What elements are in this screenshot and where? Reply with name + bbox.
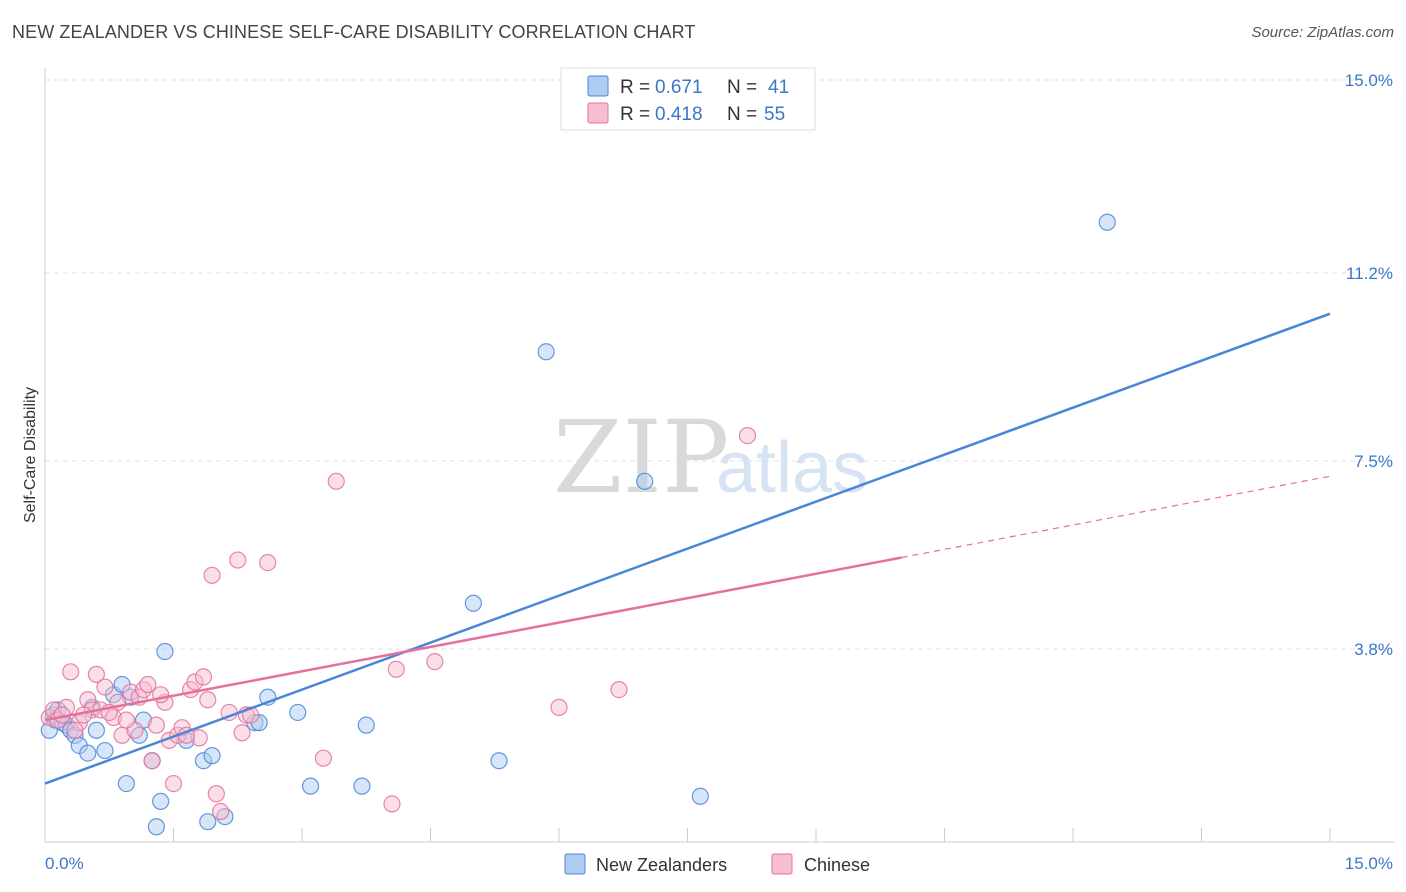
trend-line-new-zealanders — [44, 312, 1331, 785]
point-new-zealanders-33 — [353, 777, 371, 795]
data-points — [40, 213, 1116, 836]
point-new-zealanders-38 — [636, 472, 654, 490]
legend-swatch-new-zealanders — [587, 75, 609, 97]
point-chinese-54 — [66, 721, 84, 739]
point-chinese-42 — [387, 660, 405, 678]
bottom-legend-swatch-chinese — [771, 853, 793, 875]
watermark: ZIP atlas — [553, 399, 868, 516]
trend-lines — [44, 312, 1331, 785]
x-tick-label-1: 15.0% — [1345, 854, 1393, 873]
trend-line-extension-chinese — [901, 475, 1331, 559]
bottom-legend-label-chinese: Chinese — [804, 855, 870, 875]
point-chinese-35 — [229, 551, 247, 569]
point-new-zealanders-32 — [301, 777, 320, 795]
point-new-zealanders-26 — [203, 747, 221, 765]
point-new-zealanders-25 — [199, 813, 217, 831]
legend-n-value-2: 55 — [764, 104, 785, 125]
legend-n-label-2: N = — [727, 104, 757, 125]
point-chinese-44 — [550, 698, 568, 716]
source-label: Source: ZipAtlas.com — [1251, 24, 1394, 41]
point-new-zealanders-15 — [117, 774, 135, 793]
point-chinese-8 — [87, 665, 106, 683]
bottom-legend: New Zealanders Chinese — [564, 853, 870, 875]
y-tick-label-2: 11.2% — [1346, 264, 1393, 283]
y-axis-title: Self-Care Disability — [22, 387, 39, 523]
point-new-zealanders-11 — [87, 721, 106, 739]
y-tick-label-0: 3.8% — [1354, 640, 1393, 659]
point-new-zealanders-36 — [490, 752, 508, 770]
legend-r-value-1: 0.671 — [655, 77, 703, 98]
point-new-zealanders-20 — [147, 818, 165, 836]
x-tick-label-0: 0.0% — [45, 854, 84, 873]
point-new-zealanders-31 — [289, 703, 307, 722]
legend-swatch-chinese — [587, 102, 609, 124]
point-new-zealanders-22 — [156, 642, 174, 661]
point-new-zealanders-39 — [691, 787, 709, 805]
bottom-legend-swatch-new-zealanders — [564, 853, 586, 875]
y-tick-label-3: 15.0% — [1345, 71, 1393, 90]
legend-r-label-1: R = — [620, 77, 650, 98]
y-tick-label-1: 7.5% — [1354, 452, 1393, 471]
bottom-legend-label-new-zealanders: New Zealanders — [596, 855, 727, 875]
point-chinese-39 — [314, 749, 333, 767]
chart-title: NEW ZEALANDER VS CHINESE SELF-CARE DISAB… — [12, 22, 696, 42]
point-chinese-30 — [199, 691, 217, 709]
legend-r-label-2: R = — [620, 104, 650, 125]
point-chinese-32 — [207, 785, 225, 803]
point-chinese-31 — [203, 566, 221, 584]
point-new-zealanders-34 — [357, 716, 375, 734]
point-chinese-20 — [147, 716, 165, 734]
trend-line-chinese — [44, 556, 902, 722]
point-chinese-33 — [212, 802, 230, 821]
point-chinese-43 — [426, 653, 444, 671]
y-tick-labels: 3.8% 7.5% 11.2% 15.0% — [1345, 71, 1393, 659]
point-chinese-40 — [327, 472, 345, 490]
point-chinese-50 — [117, 711, 135, 729]
point-chinese-29 — [194, 668, 213, 686]
point-chinese-46 — [738, 427, 757, 445]
point-new-zealanders-12 — [96, 741, 114, 760]
point-chinese-4 — [62, 663, 80, 681]
point-new-zealanders-40 — [1098, 213, 1116, 231]
legend-n-label-1: N = — [727, 77, 757, 98]
legend: R = 0.671 N = 41 R = 0.418 N = 55 — [560, 67, 816, 131]
legend-r-value-2: 0.418 — [655, 104, 703, 125]
point-chinese-23 — [164, 774, 183, 793]
point-new-zealanders-21 — [152, 792, 170, 810]
point-new-zealanders-37 — [537, 343, 555, 361]
point-chinese-45 — [610, 680, 628, 699]
watermark-atlas: atlas — [716, 428, 868, 508]
point-new-zealanders-35 — [464, 594, 482, 612]
point-chinese-38 — [259, 553, 277, 572]
grid — [45, 79, 1395, 650]
point-chinese-36 — [233, 724, 251, 742]
point-new-zealanders-9 — [79, 744, 97, 762]
watermark-zip: ZIP — [553, 399, 729, 516]
point-chinese-19 — [143, 752, 161, 770]
point-chinese-10 — [96, 678, 114, 696]
x-tick-labels: 0.0% 15.0% — [45, 854, 1393, 873]
legend-n-value-1: 41 — [768, 77, 789, 98]
point-chinese-18 — [139, 675, 157, 694]
point-chinese-41 — [383, 795, 401, 813]
